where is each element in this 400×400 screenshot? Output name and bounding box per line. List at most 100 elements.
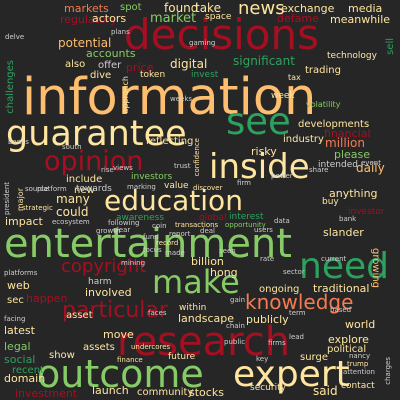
cloud-word: sell: [385, 38, 396, 55]
cloud-word: investor: [348, 207, 385, 217]
cloud-word: trump: [347, 360, 369, 368]
cloud-word: coin: [152, 222, 167, 230]
cloud-word: volatility: [306, 100, 341, 109]
cloud-word: event: [361, 159, 381, 167]
cloud-word: president: [3, 182, 11, 215]
cloud-word: term: [289, 309, 306, 317]
cloud-word: nancy: [349, 352, 371, 360]
cloud-word: banks: [8, 138, 29, 146]
cloud-word: undercores: [131, 343, 171, 351]
cloud-word: could: [56, 205, 89, 219]
cloud-word: data: [274, 217, 290, 225]
cloud-word: discover: [193, 184, 223, 192]
cloud-word: copyright: [61, 256, 147, 277]
cloud-word: risky: [251, 145, 277, 158]
cloud-word: significant: [233, 54, 295, 68]
cloud-word: publicly: [246, 313, 289, 326]
cloud-word: facing: [4, 315, 26, 323]
cloud-word: offer: [98, 60, 122, 71]
cloud-word: lead: [289, 333, 304, 341]
cloud-word: exchange: [281, 2, 335, 15]
cloud-word: strategic: [22, 204, 53, 212]
cloud-word: explore: [328, 333, 369, 346]
cloud-word: public: [224, 338, 246, 346]
cloud-word: particular: [62, 298, 168, 323]
cloud-word: technology: [327, 51, 377, 61]
cloud-word: investment: [15, 387, 78, 400]
cloud-word: slander: [323, 226, 364, 239]
cloud-word: based: [330, 306, 352, 314]
cloud-word: ongoing: [259, 284, 300, 295]
cloud-word: challenges: [5, 60, 16, 114]
cloud-word: gaming: [189, 39, 216, 47]
cloud-word: industry: [283, 134, 324, 145]
cloud-word: current: [321, 255, 347, 263]
cloud-word: following: [108, 219, 140, 227]
cloud-word: weeks: [170, 95, 193, 103]
cloud-word: digital: [170, 57, 208, 71]
cloud-word: source: [25, 185, 49, 193]
cloud-word: financial: [324, 127, 371, 140]
cloud-word: daily: [356, 161, 385, 175]
cloud-word: invest: [191, 70, 219, 80]
cloud-word: see: [226, 100, 291, 143]
cloud-word: share: [309, 166, 329, 174]
cloud-word: chain: [226, 322, 245, 330]
cloud-word: take: [195, 1, 221, 15]
cloud-word: hong: [210, 266, 238, 279]
cloud-word: media: [348, 2, 383, 15]
cloud-word: token: [140, 70, 166, 80]
cloud-word: potential: [58, 36, 112, 50]
cloud-word: rise: [101, 166, 114, 174]
cloud-word: within: [179, 303, 207, 313]
cloud-word: also: [65, 59, 86, 70]
cloud-word: platforms: [4, 269, 38, 277]
cloud-word: towards: [76, 184, 112, 194]
cloud-word: show: [49, 350, 75, 361]
cloud-word: awareness: [116, 213, 165, 223]
cloud-word: many: [56, 192, 90, 206]
cloud-word: finance: [117, 356, 143, 364]
cloud-word: investors: [131, 172, 173, 182]
cloud-word: faces: [148, 309, 167, 317]
cloud-word: opinion: [44, 146, 144, 177]
cloud-word: approach: [121, 76, 130, 114]
cloud-word: latest: [4, 324, 35, 337]
cloud-word: include: [66, 174, 103, 185]
cloud-word: firm: [237, 179, 251, 187]
cloud-word: opportunity: [225, 221, 266, 229]
cloud-word: knowledge: [245, 290, 354, 314]
cloud-word: guarantee: [6, 114, 187, 154]
cloud-word: confidence: [193, 138, 201, 177]
cloud-word: social: [4, 353, 36, 366]
cloud-word: growing: [370, 248, 381, 288]
cloud-word: price: [126, 61, 154, 74]
cloud-word: growth: [96, 227, 121, 235]
cloud-word: said: [313, 384, 338, 398]
cloud-word: information: [22, 68, 317, 127]
cloud-word: market: [150, 11, 197, 26]
cloud-word: trading: [305, 65, 341, 76]
cloud-word: decisions: [124, 10, 320, 59]
cloud-word: future: [168, 352, 196, 362]
cloud-word: happen: [26, 292, 68, 305]
cloud-word: involved: [85, 286, 132, 299]
cloud-word: accounts: [86, 47, 136, 60]
cloud-word: launch: [92, 384, 129, 397]
cloud-word: intended: [318, 160, 358, 170]
cloud-word: community: [137, 387, 194, 398]
cloud-word: report: [169, 230, 191, 238]
cloud-word: web: [7, 279, 30, 292]
cloud-word: sec: [7, 295, 24, 306]
cloud-word: plans: [111, 28, 130, 36]
cloud-word: views: [113, 164, 133, 172]
cloud-word: ecosystem: [52, 218, 90, 226]
cloud-word: billion: [191, 255, 224, 268]
cloud-word: recent: [12, 365, 44, 376]
cloud-word: bank: [339, 215, 357, 223]
cloud-word: trust: [174, 162, 191, 170]
cloud-word: firms: [268, 339, 286, 347]
cloud-word: fund: [143, 233, 159, 241]
cloud-word: key: [256, 355, 269, 363]
cloud-word: seen: [219, 247, 236, 255]
